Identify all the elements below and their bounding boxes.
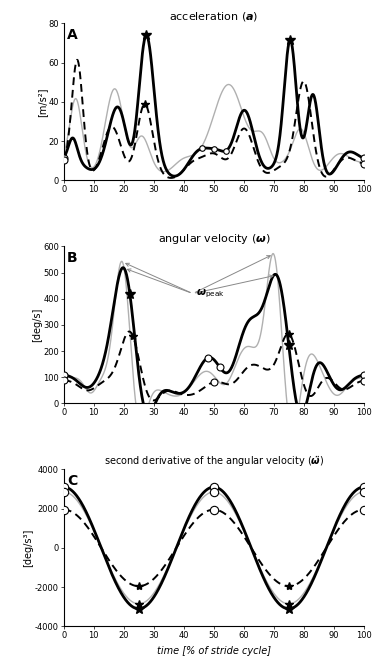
Title: angular velocity ($\bfit{\omega}$): angular velocity ($\bfit{\omega}$) [158, 232, 270, 247]
Y-axis label: [deg/s³]: [deg/s³] [24, 529, 33, 567]
X-axis label: time [% of stride cycle]: time [% of stride cycle] [157, 646, 271, 656]
Y-axis label: [deg/s]: [deg/s] [32, 308, 42, 342]
Y-axis label: [m/s²]: [m/s²] [37, 87, 47, 117]
Text: C: C [67, 474, 77, 488]
Text: B: B [67, 251, 77, 265]
Text: $\bfit{\omega}$$_\mathrm{peak}$: $\bfit{\omega}$$_\mathrm{peak}$ [196, 287, 225, 299]
Title: acceleration ($\bfit{a}$): acceleration ($\bfit{a}$) [169, 11, 258, 23]
Title: second derivative of the angular velocity ($\bfit{\ddot{\omega}}$): second derivative of the angular velocit… [104, 455, 324, 470]
Text: A: A [67, 28, 78, 42]
